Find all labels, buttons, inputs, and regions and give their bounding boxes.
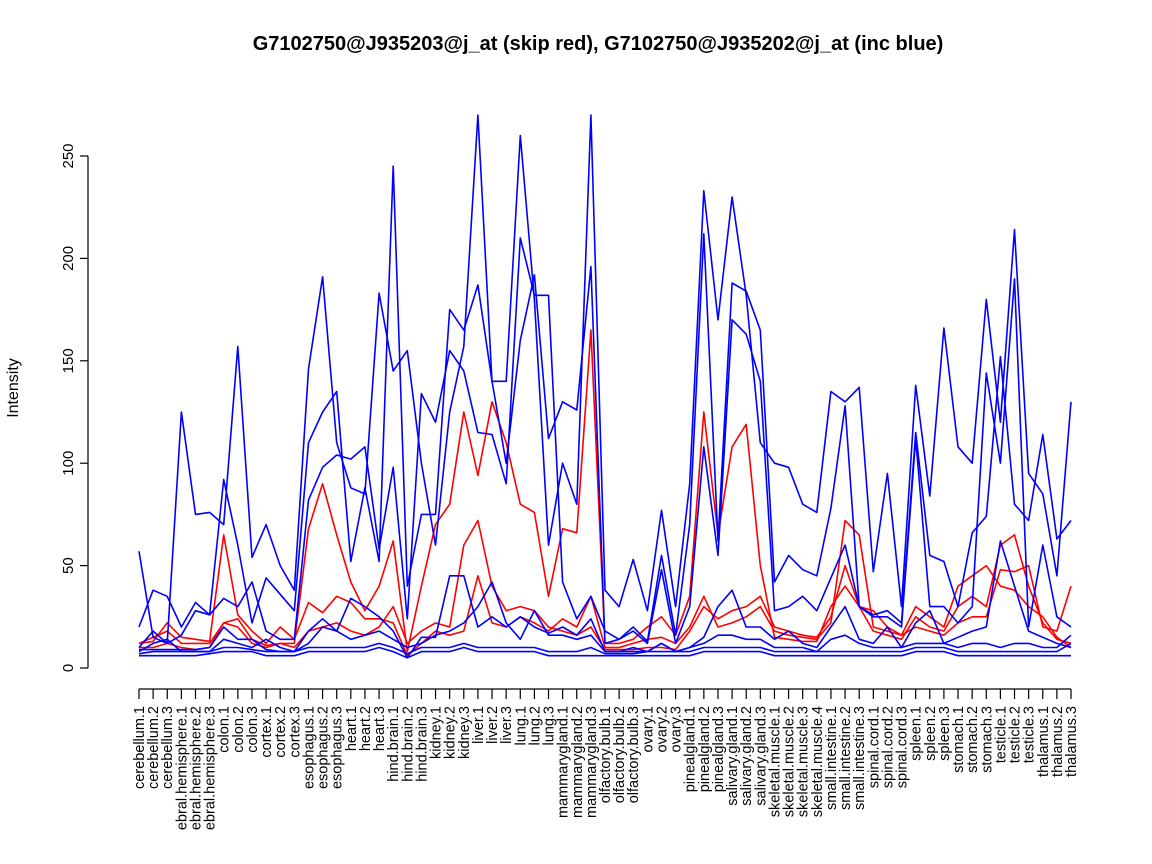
chart-title: G7102750@J935203@j_at (skip red), G71027… bbox=[253, 33, 944, 55]
x-tick-label: heart.3 bbox=[372, 706, 388, 751]
x-tick-label: skeletal.muscle.2 bbox=[782, 706, 798, 817]
series-line-inc bbox=[139, 646, 1071, 659]
x-tick-label: lung.3 bbox=[542, 706, 558, 746]
x-tick-label: ebral.hemisphere.1 bbox=[174, 706, 190, 830]
x-tick-label: salivary.gland.3 bbox=[753, 706, 769, 806]
x-tick-label: pinealgland.1 bbox=[683, 706, 699, 792]
x-tick-label: cortex.2 bbox=[273, 706, 289, 758]
series-line-inc bbox=[138, 114, 1072, 645]
x-tick-label: ovary.1 bbox=[640, 706, 656, 752]
x-tick-label: pinealgland.3 bbox=[711, 706, 727, 792]
y-tick-label: 50 bbox=[60, 557, 77, 574]
x-tick-label: salivary.gland.1 bbox=[725, 706, 741, 806]
x-tick-label: hind.brain.2 bbox=[400, 706, 416, 782]
x-tick-label: thalamus.3 bbox=[1064, 706, 1080, 777]
series-line-inc bbox=[138, 642, 1072, 655]
x-tick-label: small.intestine.3 bbox=[852, 706, 868, 810]
series-line-skip bbox=[138, 329, 1072, 653]
x-tick-label: skeletal.muscle.3 bbox=[796, 706, 812, 817]
y-tick-label: 0 bbox=[60, 664, 77, 672]
y-tick-label: 200 bbox=[60, 246, 77, 271]
x-tick-label: olfactory.bulb.1 bbox=[598, 706, 614, 803]
x-tick-label: esophagus.2 bbox=[316, 706, 332, 789]
x-tick-label: colon.1 bbox=[217, 706, 233, 753]
x-tick-label: ebral.hemisphere.3 bbox=[203, 706, 219, 830]
x-tick-label: heart.2 bbox=[358, 706, 374, 751]
y-axis-label: Intensity bbox=[5, 358, 22, 418]
x-tick-label: stomach.1 bbox=[951, 706, 967, 773]
x-tick-label: stomach.2 bbox=[965, 706, 981, 773]
x-tick-label: kidney.1 bbox=[429, 706, 445, 759]
x-tick-label: spleen.2 bbox=[923, 706, 939, 761]
x-tick-label: colon.2 bbox=[231, 706, 247, 753]
y-axis: 0 50 100 150 200 250 bbox=[60, 143, 89, 672]
x-tick-label: small.intestine.2 bbox=[838, 706, 854, 810]
x-tick-label: colon.3 bbox=[245, 706, 261, 753]
x-tick-label: esophagus.3 bbox=[330, 706, 346, 789]
x-tick-label: spleen.3 bbox=[937, 706, 953, 761]
x-tick-label: mammarygland.3 bbox=[584, 706, 600, 818]
x-tick-label: liver.1 bbox=[471, 706, 487, 744]
x-tick-label: skeletal.muscle.4 bbox=[810, 706, 826, 817]
x-tick-label: cerebellum.1 bbox=[132, 706, 148, 789]
x-tick-label: esophagus.1 bbox=[301, 706, 317, 789]
x-tick-label: stomach.3 bbox=[979, 706, 995, 773]
x-tick-label: kidney.2 bbox=[443, 706, 459, 759]
y-tick-label: 150 bbox=[60, 348, 77, 373]
x-tick-label: pinealgland.2 bbox=[697, 706, 713, 792]
x-tick-label: spinal.cord.1 bbox=[866, 706, 882, 788]
x-tick-label: kidney.3 bbox=[457, 706, 473, 759]
x-tick-label: cortex.1 bbox=[259, 706, 275, 758]
x-axis: cerebellum.1cerebellum.2cerebellum.3ebra… bbox=[132, 688, 1080, 830]
x-tick-label: lung.1 bbox=[513, 706, 529, 746]
x-tick-label: spinal.cord.2 bbox=[880, 706, 896, 788]
x-tick-label: testicle.3 bbox=[1022, 706, 1038, 763]
x-tick-label: hind.brain.3 bbox=[414, 706, 430, 782]
x-tick-label: cerebellum.2 bbox=[146, 706, 162, 789]
x-tick-label: spleen.1 bbox=[909, 706, 925, 761]
x-tick-label: heart.1 bbox=[344, 706, 360, 751]
x-tick-label: liver.2 bbox=[485, 706, 501, 744]
x-tick-label: ovary.3 bbox=[669, 706, 685, 752]
x-tick-label: salivary.gland.2 bbox=[739, 706, 755, 806]
x-tick-label: hind.brain.1 bbox=[386, 706, 402, 782]
x-tick-label: mammarygland.1 bbox=[556, 706, 572, 818]
x-tick-label: testicle.2 bbox=[1008, 706, 1024, 763]
series-line-inc bbox=[138, 165, 1072, 645]
x-tick-label: lung.2 bbox=[527, 706, 543, 746]
x-tick-label: cerebellum.3 bbox=[160, 706, 176, 789]
x-tick-label: thalamus.2 bbox=[1050, 706, 1066, 777]
series-layer bbox=[138, 114, 1072, 659]
x-tick-label: cortex.3 bbox=[287, 706, 303, 758]
x-tick-label: skeletal.muscle.1 bbox=[767, 706, 783, 817]
y-tick-label: 250 bbox=[60, 143, 77, 168]
x-tick-label: testicle.1 bbox=[993, 706, 1009, 763]
x-tick-label: liver.3 bbox=[499, 706, 515, 744]
series-line-inc bbox=[138, 237, 1072, 649]
x-tick-label: ovary.2 bbox=[654, 706, 670, 752]
y-tick-label: 100 bbox=[60, 451, 77, 476]
x-tick-label: spinal.cord.3 bbox=[895, 706, 911, 788]
x-tick-label: thalamus.1 bbox=[1036, 706, 1052, 777]
x-tick-label: mammarygland.2 bbox=[570, 706, 586, 818]
x-tick-label: small.intestine.1 bbox=[824, 706, 840, 810]
x-tick-label: olfactory.bulb.3 bbox=[626, 706, 642, 803]
x-tick-label: ebral.hemisphere.2 bbox=[188, 706, 204, 830]
x-tick-label: olfactory.bulb.2 bbox=[612, 706, 628, 803]
